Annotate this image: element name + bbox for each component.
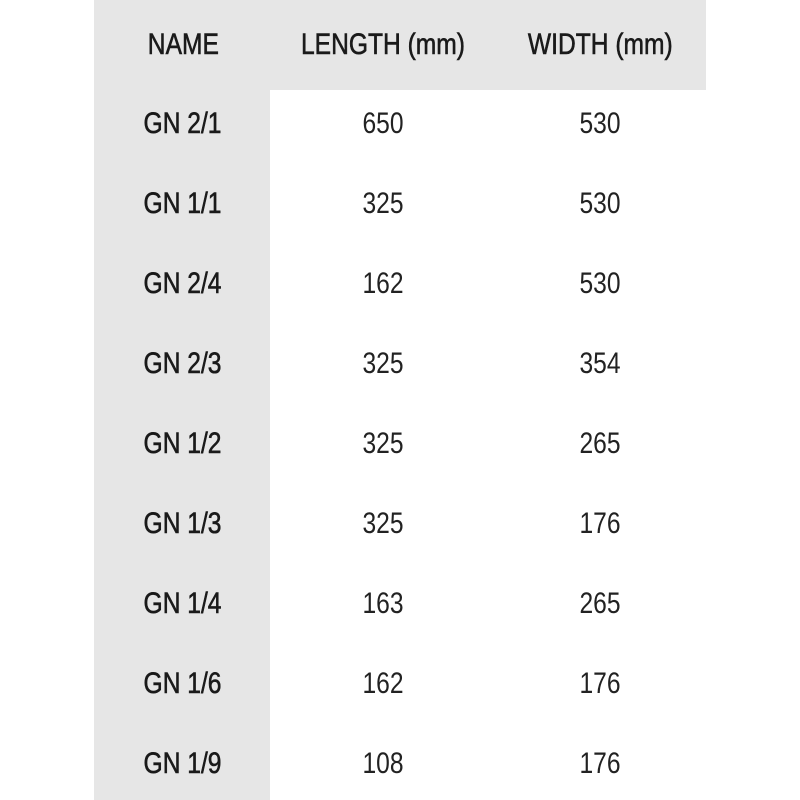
header-width-text: WIDTH (mm): [527, 28, 673, 62]
cell-width: 530: [480, 104, 720, 144]
cell-width: 176: [480, 504, 720, 544]
cell-length: 650: [263, 104, 503, 144]
cell-width: 530: [480, 264, 720, 304]
header-width: WIDTH (mm): [480, 25, 720, 65]
cell-width: 354: [480, 344, 720, 384]
cell-name-text: GN 1/9: [144, 747, 222, 781]
cell-length: 325: [263, 184, 503, 224]
cell-width: 265: [480, 424, 720, 464]
cell-name-text: GN 1/2: [144, 427, 222, 461]
cell-length: 163: [263, 584, 503, 624]
cell-length: 162: [263, 264, 503, 304]
header-length: LENGTH (mm): [263, 25, 503, 65]
cell-name: GN 2/1: [63, 104, 303, 144]
cell-width: 265: [480, 584, 720, 624]
cell-width-text: 265: [579, 587, 621, 620]
cell-length-text: 325: [362, 427, 404, 460]
cell-width-text: 530: [579, 187, 621, 220]
cell-width-text: 530: [579, 267, 621, 300]
name-column-background: [94, 0, 270, 800]
cell-length: 325: [263, 344, 503, 384]
cell-name: GN 1/2: [63, 424, 303, 464]
cell-name-text: GN 1/4: [144, 587, 222, 621]
cell-length-text: 325: [362, 187, 404, 220]
cell-name: GN 1/9: [63, 744, 303, 784]
cell-width-text: 176: [579, 667, 621, 700]
cell-length-text: 650: [362, 107, 404, 140]
cell-length-text: 163: [362, 587, 404, 620]
cell-name: GN 1/1: [63, 184, 303, 224]
cell-width-text: 354: [579, 347, 621, 380]
cell-name: GN 1/6: [63, 664, 303, 704]
cell-width-text: 176: [579, 507, 621, 540]
cell-width: 530: [480, 184, 720, 224]
cell-length: 325: [263, 424, 503, 464]
cell-length-text: 325: [362, 347, 404, 380]
cell-name: GN 2/3: [63, 344, 303, 384]
cell-length-text: 162: [362, 267, 404, 300]
cell-width-text: 530: [579, 107, 621, 140]
cell-length: 162: [263, 664, 503, 704]
cell-length-text: 108: [362, 747, 404, 780]
cell-name-text: GN 1/3: [144, 507, 222, 541]
cell-width-text: 176: [579, 747, 621, 780]
cell-length: 108: [263, 744, 503, 784]
cell-name-text: GN 2/4: [144, 267, 222, 301]
cell-length: 325: [263, 504, 503, 544]
cell-name-text: GN 1/6: [144, 667, 222, 701]
cell-name: GN 1/3: [63, 504, 303, 544]
cell-width: 176: [480, 744, 720, 784]
cell-width-text: 265: [579, 427, 621, 460]
cell-name: GN 2/4: [63, 264, 303, 304]
cell-width: 176: [480, 664, 720, 704]
cell-length-text: 325: [362, 507, 404, 540]
cell-name-text: GN 2/3: [144, 347, 222, 381]
cell-name-text: GN 2/1: [144, 107, 222, 141]
header-name-text: NAME: [147, 28, 219, 62]
header-length-text: LENGTH (mm): [300, 28, 465, 62]
cell-name-text: GN 1/1: [144, 187, 222, 221]
cell-name: GN 1/4: [63, 584, 303, 624]
cell-length-text: 162: [362, 667, 404, 700]
header-name: NAME: [63, 25, 303, 65]
